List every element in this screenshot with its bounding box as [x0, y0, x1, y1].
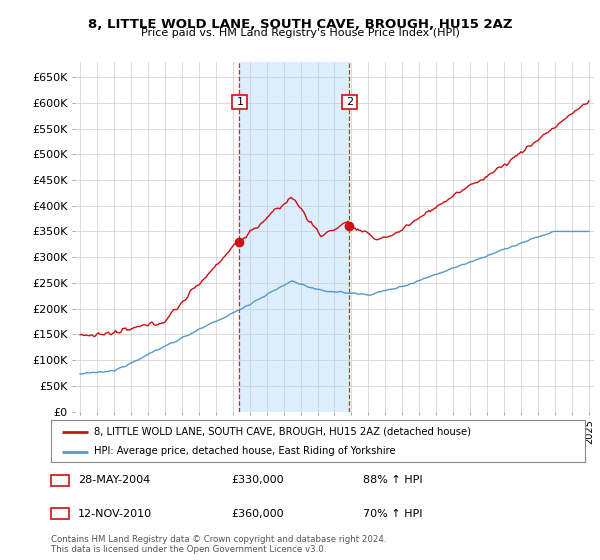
Text: Price paid vs. HM Land Registry's House Price Index (HPI): Price paid vs. HM Land Registry's House …: [140, 28, 460, 38]
Text: 8, LITTLE WOLD LANE, SOUTH CAVE, BROUGH, HU15 2AZ: 8, LITTLE WOLD LANE, SOUTH CAVE, BROUGH,…: [88, 18, 512, 31]
Text: £360,000: £360,000: [231, 509, 284, 519]
FancyBboxPatch shape: [232, 95, 247, 109]
Text: Contains HM Land Registry data © Crown copyright and database right 2024.
This d: Contains HM Land Registry data © Crown c…: [51, 535, 386, 554]
Bar: [239, 62, 349, 412]
Text: 70% ↑ HPI: 70% ↑ HPI: [363, 509, 422, 519]
Text: 2: 2: [347, 97, 353, 107]
Text: 1: 1: [56, 475, 64, 485]
Text: 1: 1: [236, 97, 244, 107]
Text: 12-NOV-2010: 12-NOV-2010: [78, 509, 152, 519]
Text: 8, LITTLE WOLD LANE, SOUTH CAVE, BROUGH, HU15 2AZ (detached house): 8, LITTLE WOLD LANE, SOUTH CAVE, BROUGH,…: [94, 427, 471, 437]
FancyBboxPatch shape: [341, 95, 357, 109]
Text: 88% ↑ HPI: 88% ↑ HPI: [363, 475, 422, 485]
Text: HPI: Average price, detached house, East Riding of Yorkshire: HPI: Average price, detached house, East…: [94, 446, 395, 456]
Text: £330,000: £330,000: [231, 475, 284, 485]
Text: 2: 2: [56, 509, 64, 519]
Text: 28-MAY-2004: 28-MAY-2004: [78, 475, 150, 485]
